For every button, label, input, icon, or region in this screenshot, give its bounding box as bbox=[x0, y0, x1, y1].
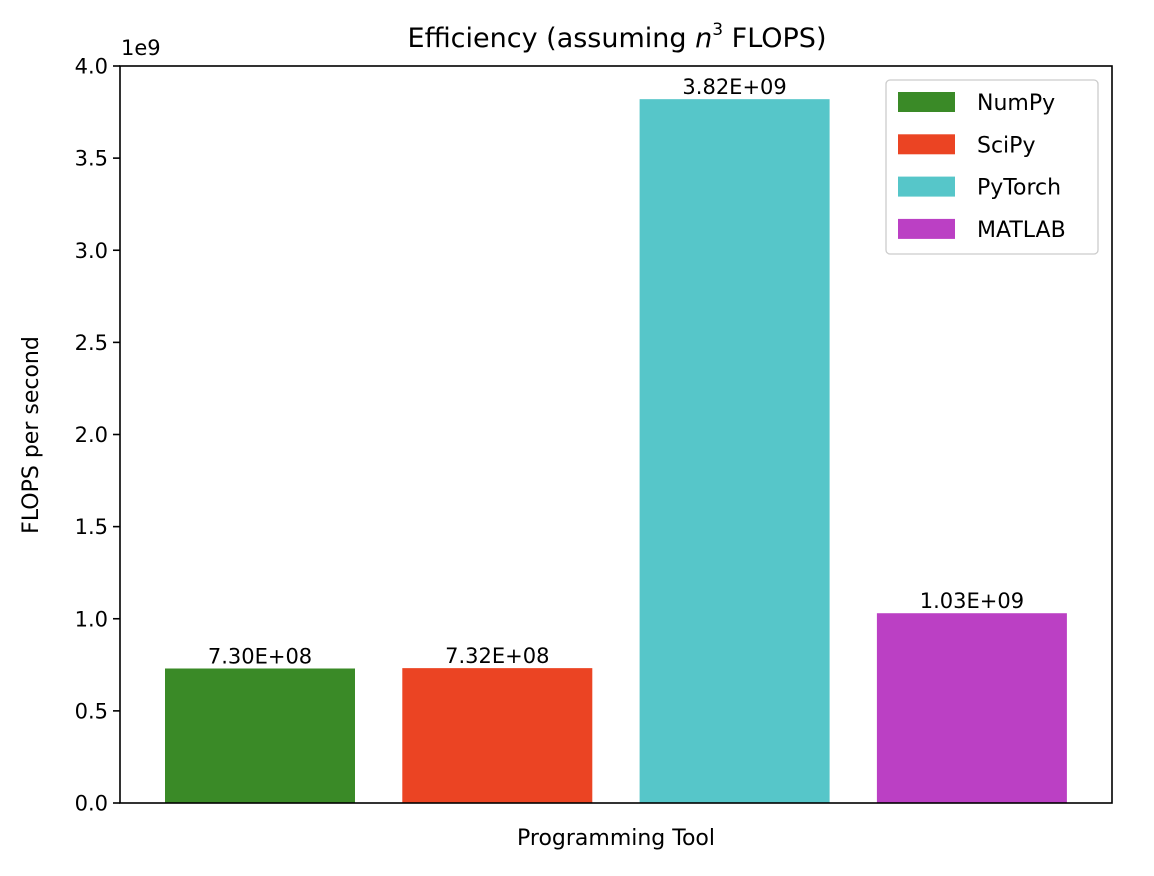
bar-scipy bbox=[402, 668, 593, 803]
y-tick-label: 1.5 bbox=[75, 515, 108, 539]
y-tick-label: 0.0 bbox=[75, 792, 108, 816]
chart-title-after: FLOPS) bbox=[723, 23, 826, 54]
legend-swatch-matlab bbox=[898, 218, 955, 239]
bar-matlab bbox=[876, 613, 1067, 803]
data-label-numpy: 7.30E+08 bbox=[208, 644, 312, 668]
legend-label-matlab: MATLAB bbox=[977, 218, 1066, 243]
chart-title-var: n bbox=[695, 23, 712, 54]
legend-label-pytorch: PyTorch bbox=[977, 176, 1061, 201]
y-multiplier-label: 1e9 bbox=[121, 36, 161, 60]
legend: NumPy SciPy PyTorch MATLAB bbox=[885, 79, 1099, 255]
y-tick-label: 0.5 bbox=[75, 699, 108, 723]
y-tick-label: 2.0 bbox=[75, 423, 108, 447]
y-axis-label: FLOPS per second bbox=[19, 336, 44, 534]
x-axis-label: Programming Tool bbox=[517, 826, 715, 851]
plot-frame bbox=[119, 65, 1113, 804]
data-label-pytorch: 3.82E+09 bbox=[682, 75, 786, 99]
y-tick-label: 2.5 bbox=[75, 331, 108, 355]
data-label-scipy: 7.32E+08 bbox=[445, 644, 549, 668]
data-labels-group: 7.30E+08 7.32E+08 3.82E+09 1.03E+09 bbox=[208, 75, 1024, 668]
y-tick-label: 4.0 bbox=[75, 55, 108, 79]
y-tick-label: 3.0 bbox=[75, 239, 108, 263]
legend-box bbox=[885, 79, 1099, 255]
bar-pytorch bbox=[639, 99, 830, 804]
legend-swatch-numpy bbox=[898, 92, 955, 112]
y-tick-label: 3.5 bbox=[75, 147, 108, 171]
legend-swatch-pytorch bbox=[898, 176, 955, 197]
chart-title: Efficiency (assuming n3 FLOPS) bbox=[408, 20, 827, 54]
chart-title-before: Efficiency (assuming bbox=[408, 23, 696, 54]
legend-label-numpy: NumPy bbox=[977, 91, 1055, 116]
bars-group bbox=[165, 99, 1067, 804]
legend-swatch-scipy bbox=[898, 134, 955, 155]
data-label-matlab: 1.03E+09 bbox=[920, 589, 1024, 613]
bar-numpy bbox=[165, 668, 355, 803]
legend-label-scipy: SciPy bbox=[977, 133, 1035, 158]
chart-title-sup: 3 bbox=[712, 20, 723, 40]
y-axis-ticks: 0.0 0.5 1.0 1.5 2.0 2.5 3.0 3.5 4.0 bbox=[75, 55, 120, 816]
y-tick-label: 1.0 bbox=[75, 607, 108, 631]
